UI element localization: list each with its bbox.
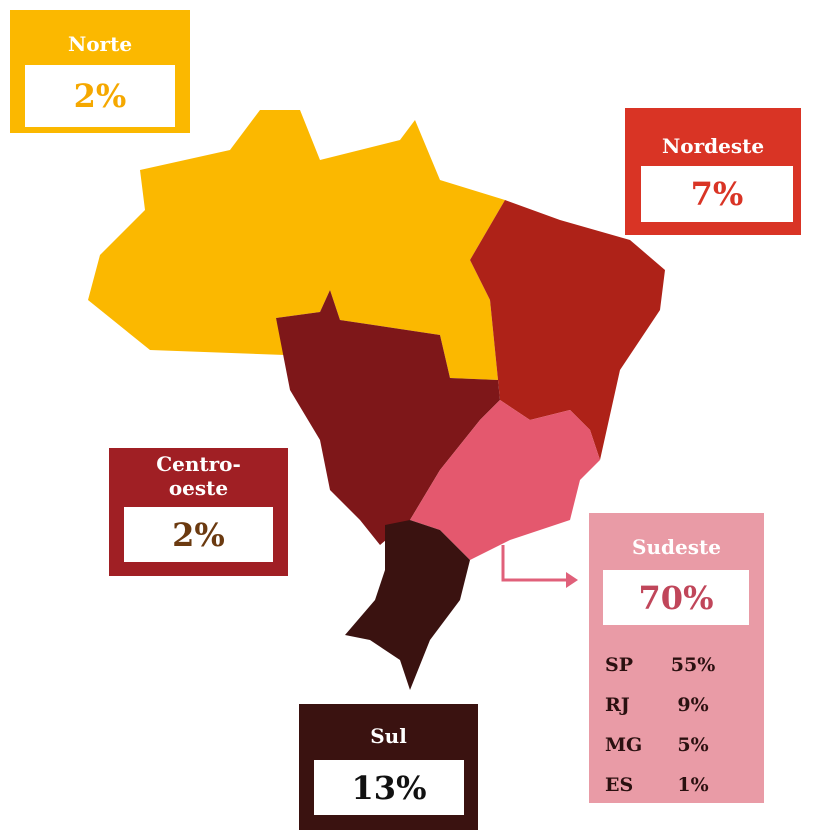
state-share: 55%: [670, 654, 716, 676]
state-list: SP 55% RJ 9% MG 5% ES 1%: [605, 645, 745, 805]
region-norte: [88, 110, 505, 380]
arrow: [501, 545, 568, 582]
region-share: 7%: [641, 166, 793, 222]
state-share: 5%: [677, 734, 709, 756]
region-sul: [345, 520, 470, 690]
state-share: 9%: [677, 694, 709, 716]
state-row: ES 1%: [605, 765, 745, 805]
sul-box: Sul 13%: [299, 704, 478, 830]
state-row: RJ 9%: [605, 685, 745, 725]
region-centro-oeste: [276, 290, 500, 545]
norte-box: Norte 2%: [10, 10, 190, 133]
region-name: Norte: [67, 32, 133, 56]
region-name: Sul: [370, 724, 407, 748]
state-row: MG 5%: [605, 725, 745, 765]
region-name: Sudeste: [632, 535, 721, 559]
centro-oeste-box: Centro-oeste 2%: [109, 448, 288, 576]
state-code: ES: [605, 774, 634, 796]
region-sudeste: [410, 400, 600, 560]
sudeste-box: Sudeste 70% SP 55% RJ 9% MG 5% ES 1%: [589, 513, 764, 803]
state-row: SP 55%: [605, 645, 745, 685]
region-share: 2%: [25, 65, 175, 127]
region-nordeste: [470, 200, 665, 460]
state-code: MG: [605, 734, 643, 756]
region-share: 2%: [124, 507, 273, 562]
state-code: SP: [605, 654, 634, 676]
region-share: 70%: [603, 570, 749, 625]
state-code: RJ: [605, 694, 630, 716]
arrow-head: [566, 572, 578, 588]
region-share: 13%: [314, 760, 464, 815]
state-share: 1%: [677, 774, 709, 796]
nordeste-box: Nordeste 7%: [625, 108, 801, 235]
region-name: Nordeste: [661, 134, 765, 158]
region-name: Centro-oeste: [156, 452, 241, 500]
